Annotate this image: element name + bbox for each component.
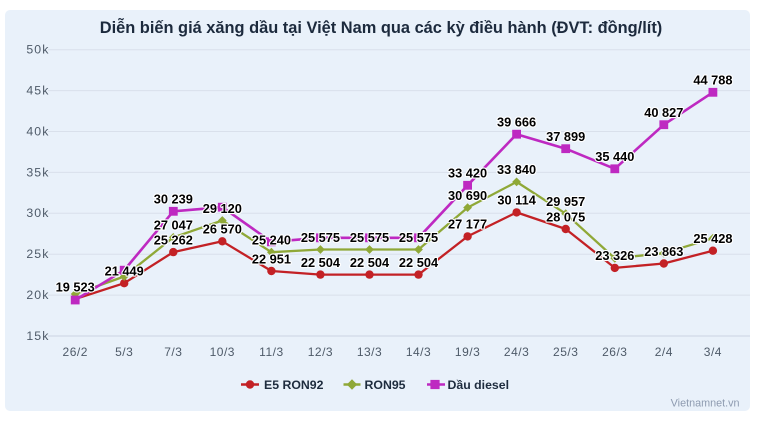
svg-text:29 120: 29 120: [203, 201, 242, 216]
svg-text:30k: 30k: [26, 206, 49, 220]
svg-text:12/3: 12/3: [308, 345, 333, 359]
svg-text:39 666: 39 666: [497, 115, 536, 130]
svg-text:27 177: 27 177: [448, 217, 487, 232]
svg-text:27 047: 27 047: [154, 218, 193, 233]
svg-text:7/3: 7/3: [164, 345, 182, 359]
svg-text:3/4: 3/4: [704, 345, 722, 359]
svg-text:Diễn biến giá xăng dầu tại Việ: Diễn biến giá xăng dầu tại Việt Nam qua …: [100, 18, 663, 37]
svg-text:2/4: 2/4: [655, 345, 673, 359]
svg-text:50k: 50k: [26, 43, 49, 57]
svg-text:22 504: 22 504: [350, 255, 390, 270]
svg-text:11/3: 11/3: [259, 345, 283, 359]
svg-text:RON95: RON95: [365, 378, 406, 392]
svg-text:25k: 25k: [26, 247, 49, 261]
svg-text:22 951: 22 951: [252, 251, 291, 266]
svg-text:23 863: 23 863: [644, 244, 683, 259]
svg-text:30 239: 30 239: [154, 192, 193, 207]
svg-text:20k: 20k: [26, 288, 49, 302]
svg-text:Vietnamnet.vn: Vietnamnet.vn: [671, 398, 740, 410]
svg-text:Dầu diesel: Dầu diesel: [448, 378, 510, 392]
svg-text:25 575: 25 575: [399, 230, 438, 245]
svg-text:25 428: 25 428: [693, 231, 732, 246]
svg-text:26 570: 26 570: [203, 222, 242, 237]
svg-text:40k: 40k: [26, 124, 49, 138]
svg-text:29 957: 29 957: [546, 194, 585, 209]
svg-text:25 575: 25 575: [350, 230, 389, 245]
svg-text:33 840: 33 840: [497, 162, 536, 177]
svg-text:19/3: 19/3: [455, 345, 480, 359]
svg-text:25/3: 25/3: [553, 345, 578, 359]
svg-text:5/3: 5/3: [115, 345, 133, 359]
svg-text:22 504: 22 504: [399, 255, 439, 270]
svg-text:45k: 45k: [26, 84, 49, 98]
svg-text:35 440: 35 440: [595, 149, 634, 164]
svg-text:10/3: 10/3: [210, 345, 235, 359]
svg-text:13/3: 13/3: [357, 345, 382, 359]
svg-text:14/3: 14/3: [406, 345, 431, 359]
svg-text:19 523: 19 523: [56, 279, 95, 294]
svg-text:26/3: 26/3: [602, 345, 627, 359]
svg-text:15k: 15k: [26, 329, 49, 343]
svg-text:E5 RON92: E5 RON92: [264, 378, 324, 392]
svg-text:24/3: 24/3: [504, 345, 529, 359]
svg-text:35k: 35k: [26, 165, 49, 179]
svg-text:25 575: 25 575: [301, 230, 340, 245]
svg-text:25 240: 25 240: [252, 233, 291, 248]
svg-text:22 504: 22 504: [301, 255, 341, 270]
svg-text:28 075: 28 075: [546, 209, 585, 224]
svg-text:23 326: 23 326: [595, 248, 634, 263]
svg-text:37 899: 37 899: [546, 129, 585, 144]
svg-text:30 690: 30 690: [448, 188, 487, 203]
svg-text:30 114: 30 114: [497, 193, 536, 208]
svg-text:33 420: 33 420: [448, 166, 487, 181]
svg-text:44 788: 44 788: [693, 73, 732, 88]
svg-text:40 827: 40 827: [644, 105, 683, 120]
svg-text:21 449: 21 449: [105, 264, 144, 279]
svg-text:26/2: 26/2: [63, 345, 88, 359]
svg-text:25 262: 25 262: [154, 232, 193, 247]
